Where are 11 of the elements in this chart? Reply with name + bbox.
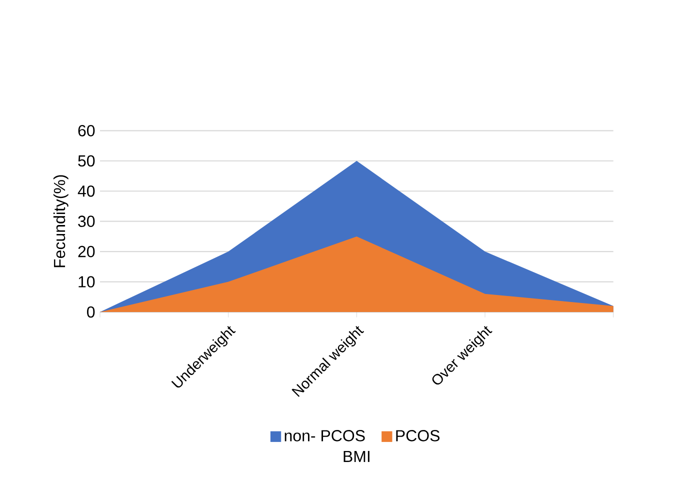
y-tick-label: 40 — [78, 185, 95, 197]
legend-label: PCOS — [396, 430, 440, 442]
y-axis-title: Fecundity(%) — [53, 175, 68, 268]
y-tick-label: 20 — [78, 246, 95, 258]
y-tick-label: 10 — [78, 276, 95, 288]
x-axis-title: BMI — [344, 450, 370, 462]
y-tick-label: 30 — [78, 216, 95, 227]
legend-label: non- PCOS — [284, 430, 365, 442]
y-tick-label: 0 — [87, 306, 95, 318]
y-tick-label: 50 — [78, 155, 95, 167]
y-tick-label: 60 — [78, 125, 95, 136]
